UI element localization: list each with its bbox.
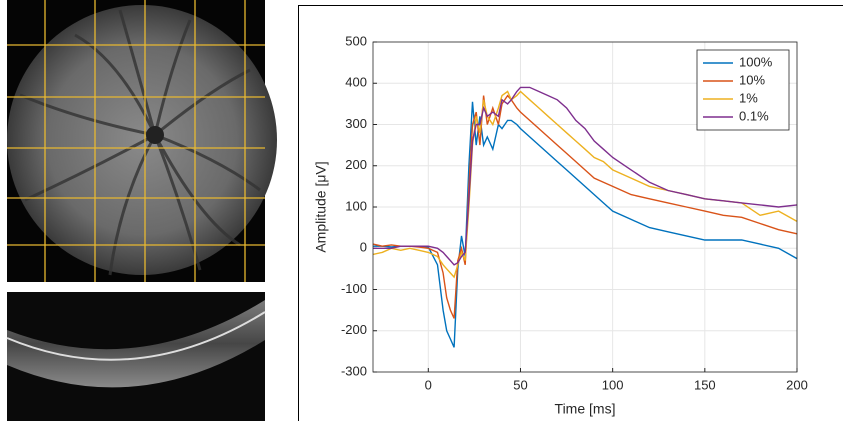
y-tick-label: 0	[360, 240, 367, 255]
x-tick-label: 50	[513, 377, 527, 392]
y-tick-label: -300	[341, 363, 367, 378]
y-tick-label: -200	[341, 322, 367, 337]
series-line	[372, 90, 798, 279]
y-tick-label: 500	[345, 33, 367, 48]
x-tick-label: 200	[786, 377, 808, 392]
oct-image	[6, 292, 266, 421]
series-line	[372, 94, 798, 319]
series-line	[373, 86, 798, 266]
y-tick-label: 300	[345, 116, 367, 131]
legend-label: 0.1%	[739, 108, 769, 123]
y-tick-label: 400	[345, 75, 367, 90]
series-line	[373, 101, 798, 348]
legend-label: 1%	[739, 90, 758, 105]
x-tick-label: 0	[425, 377, 432, 392]
fundus-image	[7, 0, 277, 282]
y-axis-label: Amplitude [μV]	[313, 161, 329, 252]
y-tick-label: -100	[341, 281, 367, 296]
x-tick-label: 100	[602, 377, 624, 392]
axes-box	[372, 41, 798, 373]
y-tick-label: 100	[345, 198, 367, 213]
legend-label: 10%	[739, 72, 765, 87]
x-tick-label: 150	[694, 377, 716, 392]
y-tick-label: 200	[345, 157, 367, 172]
legend-label: 100%	[739, 54, 773, 69]
x-axis-label: Time [ms]	[555, 401, 616, 417]
